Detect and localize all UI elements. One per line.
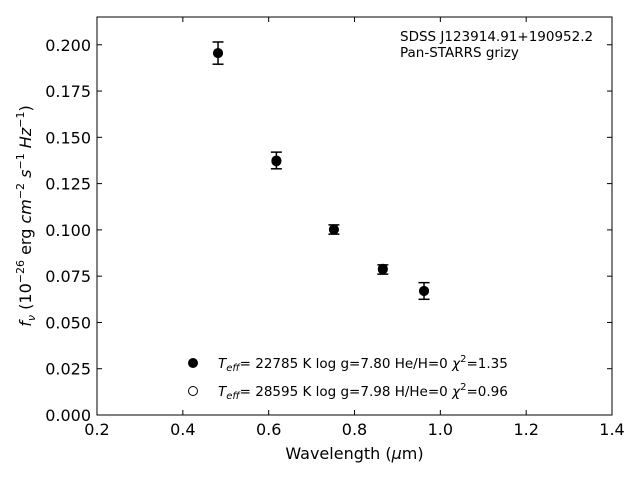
- x-tick-label: 0.8: [342, 420, 367, 439]
- legend-entry-2: Teff= 28595 K log g=7.98 H/He=0 χ2=0.96: [218, 382, 508, 402]
- legend-entry-1: Teff= 22785 K log g=7.80 He/H=0 χ2=1.35: [218, 354, 508, 374]
- y-tick-label: 0.000: [45, 406, 91, 425]
- plot-area: [96, 16, 613, 416]
- y-tick-label: 0.075: [45, 267, 91, 286]
- y-tick-label: 0.150: [45, 128, 91, 147]
- svg-text:fν (10−26 erg cm−2 s−1 Hz−1): fν (10−26 erg cm−2 s−1 Hz−1): [14, 105, 38, 326]
- data-point-filled: [377, 264, 388, 275]
- x-tick-label: 1.2: [513, 420, 538, 439]
- y-tick-label: 0.025: [45, 360, 91, 379]
- axis-ticks: 0.2 0.4 0.6 0.8 1.0 1.2 1.4 0.000 0.025 0.050 0.07…: [45, 17, 625, 439]
- data-point-open: [419, 285, 430, 296]
- y-tick-label: 0.050: [45, 313, 91, 332]
- y-tick-label: 0.200: [45, 36, 91, 55]
- annotation-survey: Pan-STARRS grizy: [400, 45, 519, 61]
- y-axis-label: fν (10−26 erg cm−2 s−1 Hz−1): [14, 105, 38, 326]
- legend: Teff= 22785 K log g=7.80 He/H=0 χ2=1.35 …: [188, 354, 508, 402]
- legend-marker-filled: [188, 358, 198, 368]
- legend-marker-open: [188, 386, 198, 396]
- data-point-open: [271, 156, 282, 167]
- data-points: [213, 48, 430, 296]
- y-tick-label: 0.125: [45, 175, 91, 194]
- data-point-open: [213, 48, 224, 59]
- x-tick-label: 1.4: [599, 420, 624, 439]
- x-axis-label: Wavelength (μm): [285, 444, 423, 463]
- x-tick-label: 0.6: [256, 420, 281, 439]
- x-tick-label: 1.0: [428, 420, 453, 439]
- x-tick-label: 0.4: [170, 420, 195, 439]
- data-point-open: [328, 224, 339, 235]
- annotation-object: SDSS J123914.91+190952.2: [400, 29, 593, 45]
- y-tick-label: 0.100: [45, 221, 91, 240]
- y-tick-label: 0.175: [45, 82, 91, 101]
- x-tick-label: 0.2: [84, 420, 109, 439]
- data-point-open: [377, 263, 388, 274]
